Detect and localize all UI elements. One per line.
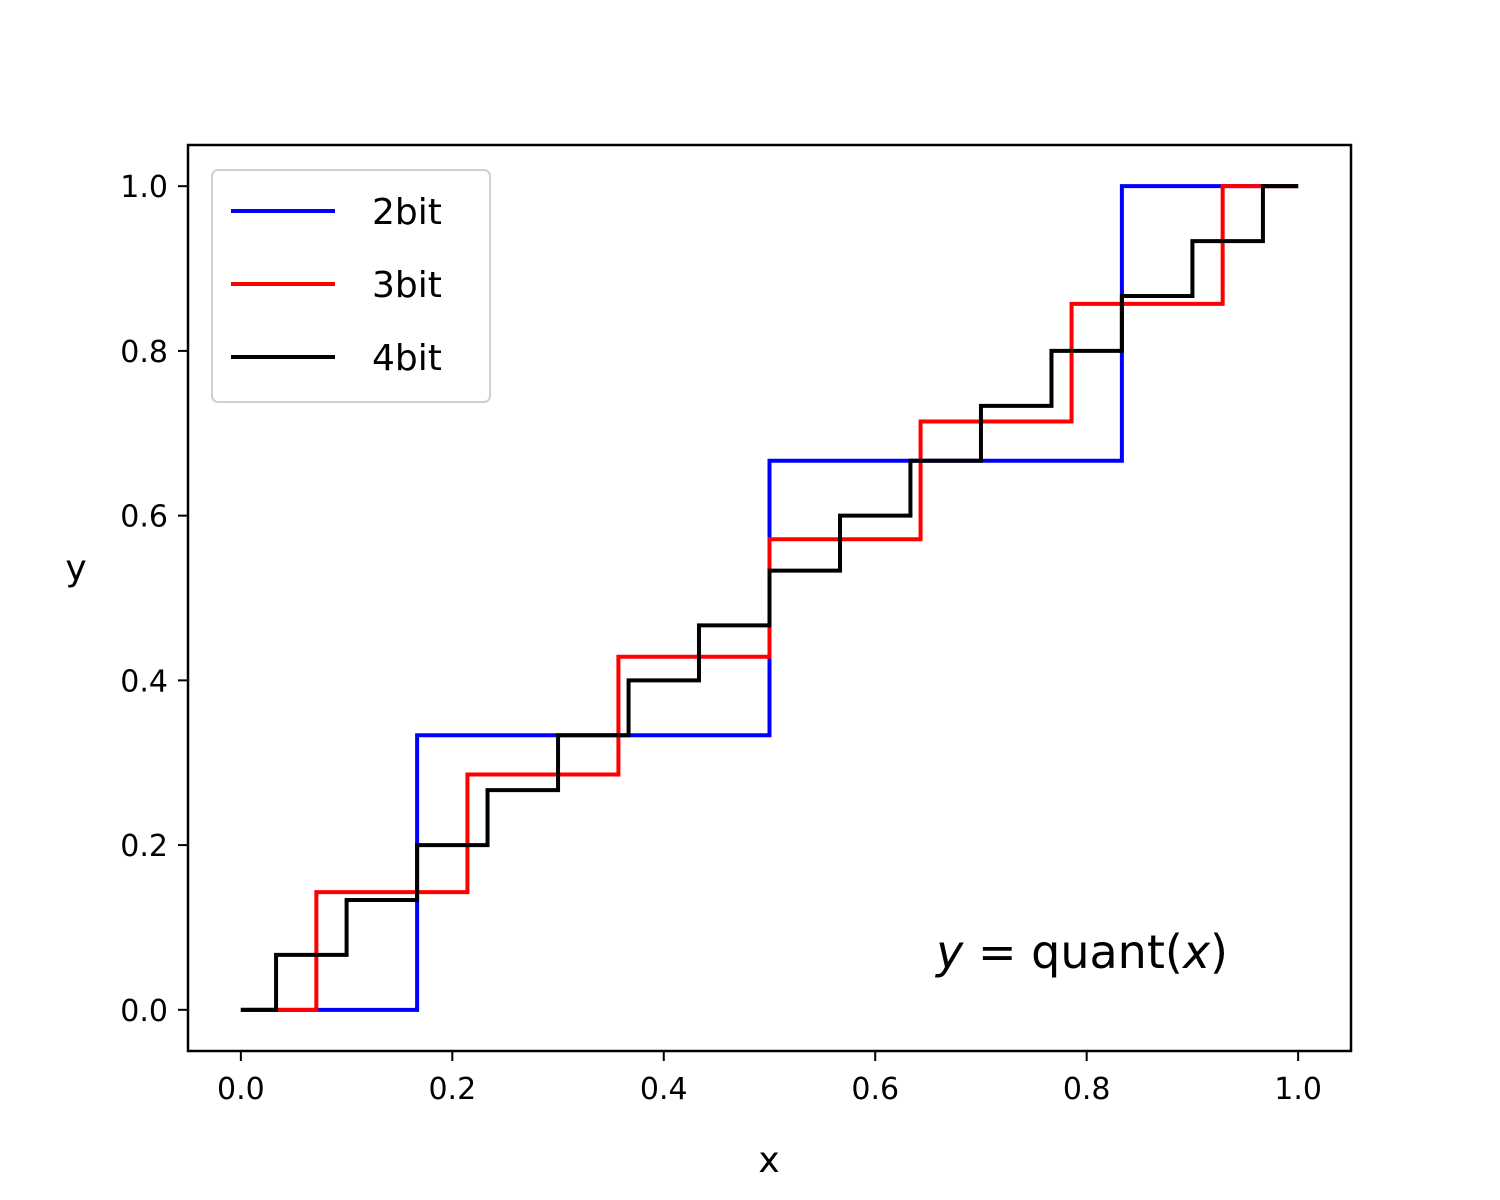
x-tick-label: 0.8 — [1063, 1072, 1111, 1107]
y-tick-label: 1.0 — [120, 170, 168, 205]
x-tick-label: 0.2 — [428, 1072, 476, 1107]
y-tick-label: 0.8 — [120, 335, 168, 370]
y-tick-label: 0.0 — [120, 994, 168, 1029]
y-axis: 0.0 0.2 0.4 0.6 0.8 1.0 — [120, 170, 188, 1029]
x-axis-label: x — [758, 1140, 779, 1181]
annotation-part: y — [934, 925, 964, 979]
annotation-formula: y = quant(x) — [934, 925, 1228, 979]
series-layer — [240, 184, 1299, 1012]
annotation-part: x — [1181, 925, 1211, 979]
series-line-4bit — [240, 184, 1299, 1012]
x-tick-label: 0.0 — [217, 1072, 265, 1107]
legend-label-3bit: 3bit — [372, 265, 442, 306]
legend-box — [211, 169, 491, 403]
y-tick-label: 0.6 — [120, 500, 168, 535]
y-tick-label: 0.4 — [120, 664, 168, 699]
x-tick-label: 0.6 — [851, 1072, 899, 1107]
annotation-part: ) — [1210, 925, 1228, 979]
x-tick-label: 1.0 — [1274, 1072, 1322, 1107]
legend: 2bit 3bit 4bit — [211, 169, 491, 403]
y-axis-label: y — [65, 548, 86, 589]
legend-label-4bit: 4bit — [372, 338, 442, 379]
annotation-part: = quant( — [963, 925, 1182, 979]
legend-label-2bit: 2bit — [372, 192, 442, 233]
y-tick-label: 0.2 — [120, 829, 168, 864]
plot-frame — [186, 143, 1353, 1053]
x-tick-label: 0.4 — [640, 1072, 688, 1107]
x-axis: 0.0 0.2 0.4 0.6 0.8 1.0 — [217, 1051, 1322, 1107]
